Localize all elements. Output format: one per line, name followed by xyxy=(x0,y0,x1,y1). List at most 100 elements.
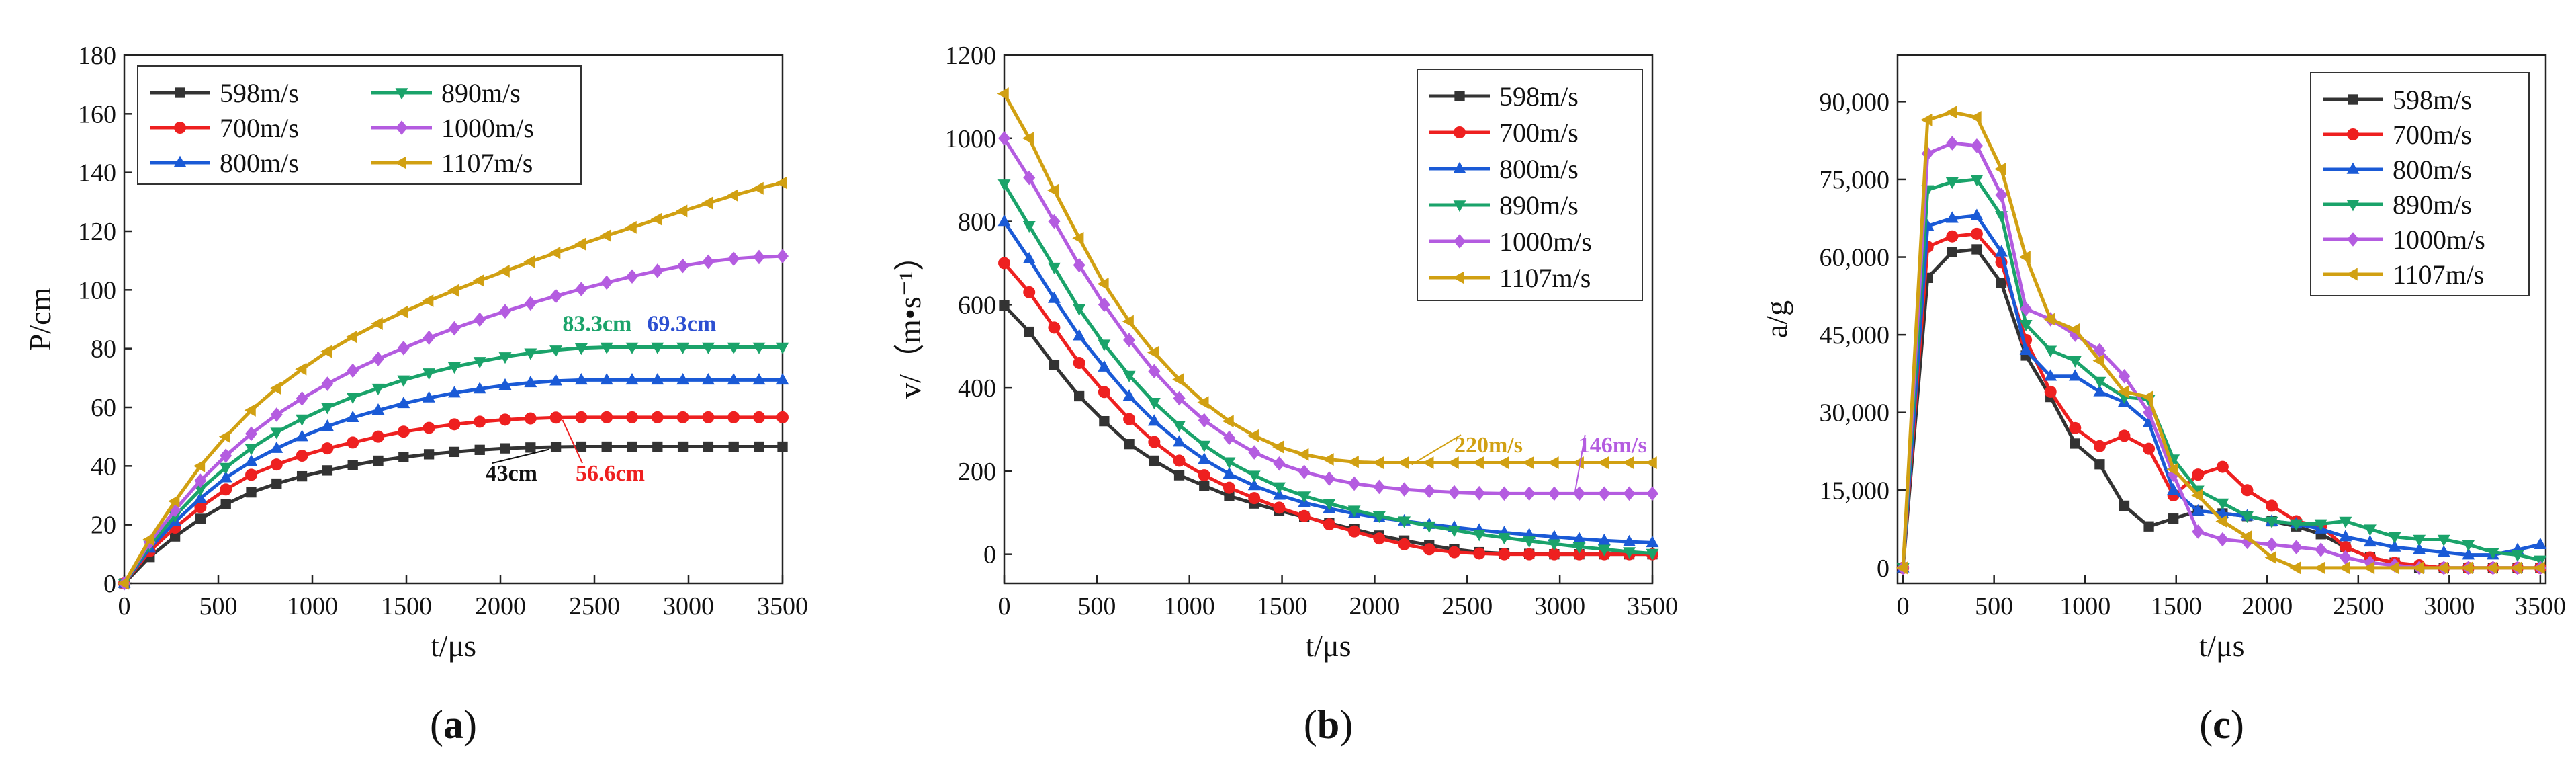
data-point xyxy=(1347,505,1361,518)
y-tick-label: 140 xyxy=(78,159,116,188)
series-1107m-per-s xyxy=(117,176,787,590)
data-point xyxy=(1473,547,1486,560)
data-point xyxy=(2339,530,2352,542)
data-point xyxy=(2510,561,2522,575)
data-point xyxy=(1448,526,1461,538)
data-point xyxy=(347,460,358,470)
data-point xyxy=(270,441,283,453)
data-point xyxy=(2240,511,2254,524)
data-point xyxy=(1646,486,1658,501)
y-tick-label: 160 xyxy=(78,100,116,128)
legend-item: 700m/s xyxy=(2323,120,2472,150)
data-point xyxy=(600,373,613,385)
x-tick-label: 1000 xyxy=(287,592,338,620)
data-point xyxy=(1023,170,1036,186)
data-point xyxy=(1497,456,1509,469)
data-point xyxy=(1148,436,1161,448)
data-point xyxy=(220,499,231,509)
data-point xyxy=(601,275,613,290)
data-point xyxy=(702,254,715,270)
legend-label: 800m/s xyxy=(2393,155,2472,185)
data-point xyxy=(1073,356,1085,369)
data-point xyxy=(1373,479,1386,495)
data-point xyxy=(549,345,563,358)
series-1107m-per-s xyxy=(1896,106,2545,575)
data-point xyxy=(2315,542,2327,557)
data-point xyxy=(246,487,257,498)
x-tick-label: 500 xyxy=(1975,592,2013,620)
data-point xyxy=(1323,518,1335,531)
data-point xyxy=(2068,356,2082,368)
data-point xyxy=(1224,491,1235,501)
data-point xyxy=(2143,521,2154,532)
legend-label: 890m/s xyxy=(441,78,521,108)
data-point xyxy=(1047,262,1061,274)
data-point xyxy=(296,391,308,406)
data-point xyxy=(1523,528,1536,540)
data-point xyxy=(727,251,740,266)
data-point xyxy=(1373,532,1386,545)
data-point xyxy=(676,411,689,423)
data-point xyxy=(1272,488,1286,500)
data-point xyxy=(447,386,461,398)
data-point xyxy=(397,425,410,438)
data-point xyxy=(220,448,232,463)
data-point xyxy=(776,249,789,263)
data-point xyxy=(2166,463,2178,476)
data-point xyxy=(372,352,384,366)
y-tick-label: 600 xyxy=(958,291,996,319)
x-tick-label: 0 xyxy=(118,592,131,620)
data-point xyxy=(2094,459,2105,470)
legend-swatch-marker xyxy=(2348,94,2358,105)
data-point xyxy=(601,411,613,423)
data-point xyxy=(525,442,536,453)
data-point xyxy=(499,413,511,426)
data-point xyxy=(1123,333,1136,347)
data-point xyxy=(2462,540,2475,552)
annotation-label: 146m/s xyxy=(1579,433,1647,458)
data-point xyxy=(1198,469,1210,482)
data-point xyxy=(1397,456,1409,469)
data-point xyxy=(193,491,207,503)
data-point xyxy=(1572,532,1586,544)
data-point xyxy=(2018,251,2031,263)
data-point xyxy=(473,357,486,369)
annotation-label: 69.3cm xyxy=(647,311,716,336)
data-point xyxy=(2044,369,2057,381)
data-point xyxy=(1272,482,1286,494)
data-point xyxy=(2241,484,2254,497)
data-point xyxy=(447,362,461,374)
data-point xyxy=(523,255,535,268)
data-point xyxy=(775,176,787,190)
data-point xyxy=(423,449,435,460)
legend-swatch-marker xyxy=(173,155,187,167)
data-point xyxy=(271,478,282,489)
x-tick-label: 2000 xyxy=(2241,592,2293,620)
data-point xyxy=(2093,384,2106,397)
x-tick-label: 1500 xyxy=(2151,592,2202,620)
data-point xyxy=(651,263,664,278)
data-point xyxy=(447,284,459,297)
y-tick-label: 200 xyxy=(958,458,996,486)
caption-letter: c xyxy=(2213,702,2231,747)
data-point xyxy=(1322,453,1334,466)
data-point xyxy=(1423,543,1435,556)
data-point xyxy=(752,181,764,195)
y-axis-label: v/（m•s⁻¹） xyxy=(893,240,927,399)
data-point xyxy=(193,459,206,472)
data-point xyxy=(1223,457,1236,469)
data-point xyxy=(2216,532,2229,547)
x-tick-label: 500 xyxy=(199,592,238,620)
legend-label: 800m/s xyxy=(220,148,299,178)
x-tick-label: 1500 xyxy=(381,592,432,620)
data-point xyxy=(1073,329,1086,341)
data-point xyxy=(2044,385,2057,398)
data-point xyxy=(627,441,637,452)
data-point xyxy=(295,362,307,376)
data-point xyxy=(2363,561,2375,575)
data-point xyxy=(2190,489,2203,502)
y-tick-label: 800 xyxy=(958,208,996,237)
data-point xyxy=(474,444,485,455)
data-point xyxy=(1597,533,1611,546)
data-point xyxy=(1947,247,1957,257)
